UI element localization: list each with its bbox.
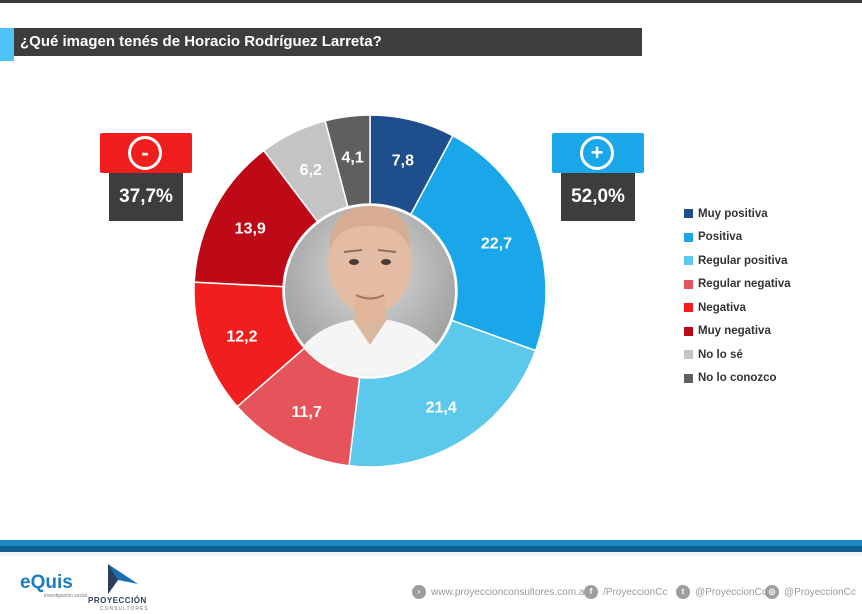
positive-total: 52,0% xyxy=(561,173,635,221)
legend-label: Negativa xyxy=(698,301,746,314)
legend-swatch xyxy=(684,209,693,219)
footer-band-light xyxy=(0,552,862,556)
footer-band-dark xyxy=(0,546,862,552)
proyeccion-logo: PROYECCIÓN xyxy=(88,596,147,605)
legend-item: Regular negativa xyxy=(684,273,791,297)
legend-swatch xyxy=(684,279,693,289)
legend-item: No lo sé xyxy=(684,343,791,367)
proyeccion-logo-sub: CONSULTORES xyxy=(100,606,149,612)
legend-label: Regular positiva xyxy=(698,254,788,267)
legend-swatch xyxy=(684,326,693,336)
negative-sign-box: - xyxy=(100,133,192,173)
legend-label: Muy positiva xyxy=(698,207,768,220)
negative-total: 37,7% xyxy=(109,173,183,221)
facebook-icon: f xyxy=(584,585,598,599)
minus-icon: - xyxy=(128,136,162,170)
twitter-icon: t xyxy=(676,585,690,599)
slice-positiva xyxy=(409,134,547,352)
page-title: ¿Qué imagen tenés de Horacio Rodríguez L… xyxy=(14,28,642,56)
instagram-link[interactable]: ◎ @ProyeccionCc xyxy=(765,584,856,600)
legend-label: No lo conozco xyxy=(698,372,777,385)
slice-regular-positiva xyxy=(348,319,537,468)
equis-logo-sub: investigación social xyxy=(44,593,88,599)
data-label: 13,9 xyxy=(235,221,266,238)
equis-logo: eQuis xyxy=(20,572,73,593)
legend-item: Regular positiva xyxy=(684,249,791,273)
slice-no-lo-conozco xyxy=(324,114,371,208)
legend-item: Muy positiva xyxy=(684,202,791,226)
data-label: 22,7 xyxy=(481,235,512,252)
chart-legend: Muy positiva Positiva Regular positiva Regu… xyxy=(684,202,791,390)
legend-swatch xyxy=(684,303,693,313)
data-label: 6,2 xyxy=(300,162,322,179)
data-label: 12,2 xyxy=(226,328,257,345)
twitter-link[interactable]: t @ProyeccionCc xyxy=(676,584,767,600)
facebook-link[interactable]: f /ProyeccionCc xyxy=(584,584,667,600)
globe-icon: › xyxy=(412,585,426,599)
legend-label: Regular negativa xyxy=(698,278,791,291)
instagram-icon: ◎ xyxy=(765,585,779,599)
positive-sign-box: + xyxy=(552,133,644,173)
data-label: 11,7 xyxy=(291,404,321,421)
legend-label: Positiva xyxy=(698,231,743,244)
legend-item: No lo conozco xyxy=(684,367,791,391)
plus-icon: + xyxy=(580,136,614,170)
proyeccion-logo-icon xyxy=(108,564,138,594)
legend-swatch xyxy=(684,232,693,242)
legend-swatch xyxy=(684,256,693,266)
legend-label: No lo sé xyxy=(698,348,743,361)
legend-label: Muy negativa xyxy=(698,325,771,338)
title-accent xyxy=(0,28,14,61)
legend-item: Muy negativa xyxy=(684,320,791,344)
data-label: 4,1 xyxy=(341,150,363,167)
portrait-photo xyxy=(285,206,455,376)
legend-swatch xyxy=(684,350,693,360)
data-label: 7,8 xyxy=(392,153,414,170)
donut-chart: 7,8 22,7 21,4 11,7 12,2 13,9 6,2 4,1 xyxy=(193,114,547,468)
legend-swatch xyxy=(684,373,693,383)
footer-band xyxy=(0,540,862,546)
legend-item: Positiva xyxy=(684,226,791,250)
data-label: 21,4 xyxy=(426,399,457,416)
legend-item: Negativa xyxy=(684,296,791,320)
top-rule xyxy=(0,0,862,3)
website-link[interactable]: › www.proyeccionconsultores.com.ar xyxy=(412,584,588,600)
